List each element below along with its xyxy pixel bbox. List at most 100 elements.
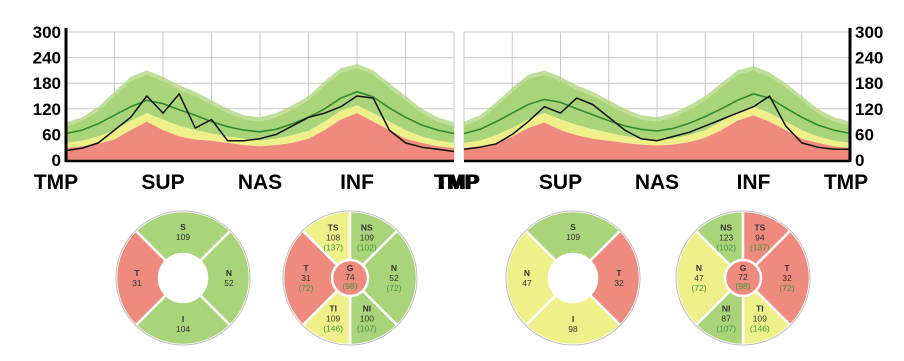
x-tick-label: TMP <box>434 171 478 194</box>
band-p95-p99 <box>66 64 454 127</box>
sector-label: N <box>391 263 397 273</box>
y-tick-label: 60 <box>855 125 874 144</box>
center-hole <box>549 254 597 302</box>
center-value: 74 <box>345 272 355 282</box>
sector-label: TS <box>754 222 765 232</box>
y-tick-label: 0 <box>52 151 61 170</box>
y-tick-label: 120 <box>855 100 883 119</box>
y-tick-label: 0 <box>855 151 864 170</box>
sector-value: 108 <box>326 232 340 242</box>
circle-outline <box>675 210 811 346</box>
sector-value: 32 <box>614 278 624 288</box>
center-global <box>723 258 763 298</box>
sector-label: I <box>182 314 184 324</box>
sector-label: NS <box>361 222 373 232</box>
circle-outline <box>282 210 418 346</box>
sector-value: 31 <box>132 278 142 288</box>
x-tick-label: TMP <box>824 171 868 194</box>
tsnit-plot-left: 0 60 120 180 240 300 TMP SUP NAS INF <box>33 23 455 194</box>
x-tick-label: INF <box>737 171 771 194</box>
x-tick-label: SUP <box>141 171 184 194</box>
sector-label: NS <box>720 222 732 232</box>
sector-normative-value: (146) <box>750 324 770 334</box>
sector-normative-value: (137) <box>323 242 343 252</box>
sector-label: N <box>226 268 232 278</box>
sector-value: 94 <box>755 232 765 242</box>
rnfl-circle-sector-left: TS108(137)NS109(102)N52(72)NI100(107)TI1… <box>281 209 419 347</box>
y-tick-label: 300 <box>855 23 883 42</box>
center-value: 72 <box>738 272 748 282</box>
x-tick-label: INF <box>340 171 374 194</box>
band-normal <box>464 70 850 143</box>
sector-value: 47 <box>522 278 532 288</box>
sector-label: T <box>134 268 140 278</box>
y-tick-label: 180 <box>33 74 61 93</box>
sector-value: 109 <box>360 232 374 242</box>
x-tick-label: NAS <box>238 171 282 194</box>
sector-label: S <box>180 222 186 232</box>
band-p95-p99 <box>464 66 850 126</box>
normative-mean-line <box>463 93 851 135</box>
sector-label: TI <box>329 304 337 314</box>
y-tick-label: 240 <box>33 49 61 68</box>
sector-label: T <box>303 263 309 273</box>
x-tick-label: TMP <box>34 171 78 194</box>
sector-normative-value: (102) <box>716 242 736 252</box>
sector-value: 109 <box>176 232 190 242</box>
patient-thickness-line <box>65 93 455 153</box>
sector-value: 87 <box>721 314 731 324</box>
sector-label: T <box>784 263 790 273</box>
circle-outline <box>115 210 251 346</box>
center-label: G <box>740 263 747 273</box>
sector-value: 32 <box>782 273 792 283</box>
sector-label: N <box>696 263 702 273</box>
sector-normative-value: (137) <box>750 242 770 252</box>
center-normative-value: (98) <box>342 281 357 291</box>
sector-normative-value: (146) <box>323 324 343 334</box>
y-tick-label: 300 <box>33 23 61 42</box>
sector-value: 52 <box>224 278 234 288</box>
sector-normative-value: (102) <box>357 242 377 252</box>
sector-value: 109 <box>326 314 340 324</box>
sector-value: 109 <box>566 232 580 242</box>
center-global <box>330 258 370 298</box>
sector-label: I <box>572 314 574 324</box>
y-tick-label: 120 <box>33 100 61 119</box>
sector-value: 47 <box>694 273 704 283</box>
sector-normative-value: (72) <box>779 283 794 293</box>
center-hole <box>159 254 207 302</box>
sector-normative-value: (72) <box>298 283 313 293</box>
sector-value: 31 <box>301 273 311 283</box>
sector-value: 109 <box>753 314 767 324</box>
sector-label: NI <box>363 304 372 314</box>
sector-value: 104 <box>176 324 190 334</box>
y-tick-label: 60 <box>42 125 61 144</box>
center-label: G <box>347 263 354 273</box>
rnfl-circle-sector-right: NS123(102)TS94(137)T32(72)TI109(146)NI87… <box>674 209 812 347</box>
sector-label: NI <box>722 304 731 314</box>
tsnit-plot-right: 0 60 120 180 240 300 TMP SUP NAS INF TMP <box>434 23 884 194</box>
y-tick-label: 180 <box>855 74 883 93</box>
sector-normative-value: (72) <box>691 283 706 293</box>
sector-normative-value: (107) <box>716 324 736 334</box>
x-tick-label: SUP <box>539 171 582 194</box>
band-normal <box>66 68 454 143</box>
band-outside-normal <box>66 113 454 160</box>
sector-value: 52 <box>389 273 399 283</box>
sector-value: 100 <box>360 314 374 324</box>
sector-label: TS <box>328 222 339 232</box>
circle-outline <box>505 210 641 346</box>
y-tick-label: 240 <box>855 49 883 68</box>
x-tick-label: NAS <box>635 171 679 194</box>
sector-normative-value: (107) <box>357 324 377 334</box>
sector-label: S <box>570 222 576 232</box>
sector-value: 98 <box>568 324 578 334</box>
sector-label: T <box>616 268 622 278</box>
sector-value: 123 <box>719 232 733 242</box>
sector-normative-value: (72) <box>386 283 401 293</box>
sector-label: N <box>524 268 530 278</box>
band-outside-normal <box>464 115 850 160</box>
